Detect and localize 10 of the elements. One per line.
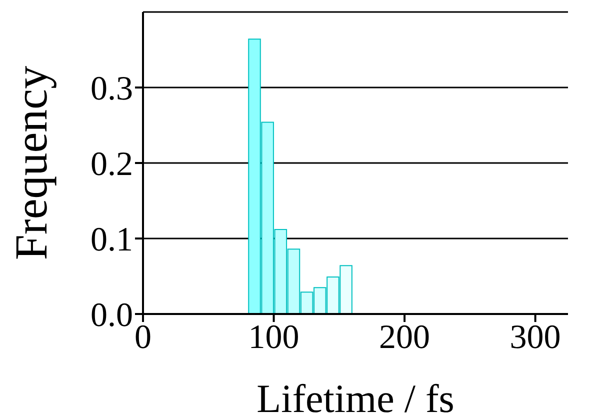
x-tick-label: 100 [248,319,300,356]
x-tick-label: 0 [134,319,152,356]
x-axis-title: Lifetime / fs [256,376,454,414]
y-tick-label: 0.2 [90,146,133,184]
x-tick-label: 300 [510,319,561,356]
y-axis-title: Frequency [5,66,56,260]
y-tick-label: 0.1 [90,222,133,259]
y-tick-label: 0.3 [90,70,133,108]
y-tick-label: 0.0 [90,297,133,334]
x-tick-label: 200 [379,319,430,356]
